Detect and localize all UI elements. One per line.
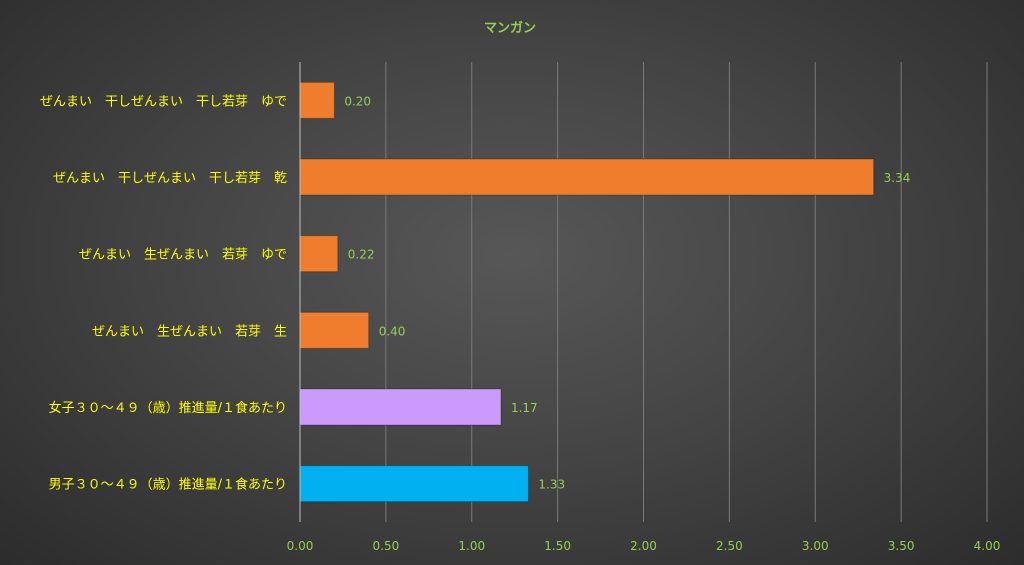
x-tick-label: 1.50	[544, 539, 571, 553]
x-tick-label: 1.00	[458, 539, 485, 553]
x-tick-label: 4.00	[974, 539, 1001, 553]
x-tick-label: 0.00	[287, 539, 314, 553]
x-tick-labels: 0.00 0.50 1.00 1.50 2.00 2.50 3.00 3.50 4.00	[287, 539, 1001, 553]
gridlines	[385, 62, 988, 522]
bars	[299, 81, 875, 503]
bar	[299, 465, 529, 503]
x-tick-label: 2.00	[630, 539, 657, 553]
x-tick-label: 2.50	[716, 539, 743, 553]
data-label: 3.34	[884, 171, 911, 185]
bar	[299, 235, 339, 273]
data-label: 0.40	[379, 324, 406, 338]
x-tick-label: 0.50	[373, 539, 400, 553]
data-label: 1.33	[538, 478, 565, 492]
data-labels: 0.20 3.34 0.22 0.40 1.17 1.33	[344, 94, 910, 491]
bar	[299, 388, 502, 426]
category-label: ぜんまい 生ぜんまい 若芽 ゆで	[79, 247, 287, 263]
x-tick-label: 3.50	[888, 539, 915, 553]
data-label: 0.20	[344, 94, 371, 108]
data-label: 1.17	[511, 401, 538, 415]
category-label: 男子３０～４９（歳）推進量/１食あたり	[49, 477, 287, 493]
category-label: ぜんまい 干しぜんまい 干し若芽 ゆで	[40, 93, 287, 109]
category-label: ぜんまい 生ぜんまい 若芽 生	[92, 323, 287, 339]
category-label: 女子３０～４９（歳）推進量/１食あたり	[49, 400, 287, 416]
x-tick-label: 3.00	[802, 539, 829, 553]
category-label: ぜんまい 干しぜんまい 干し若芽 乾	[53, 170, 287, 186]
bar	[299, 81, 335, 119]
bar	[299, 311, 370, 349]
data-label: 0.22	[348, 248, 375, 262]
chart-title: マンガン	[484, 21, 536, 36]
bar	[299, 158, 875, 196]
